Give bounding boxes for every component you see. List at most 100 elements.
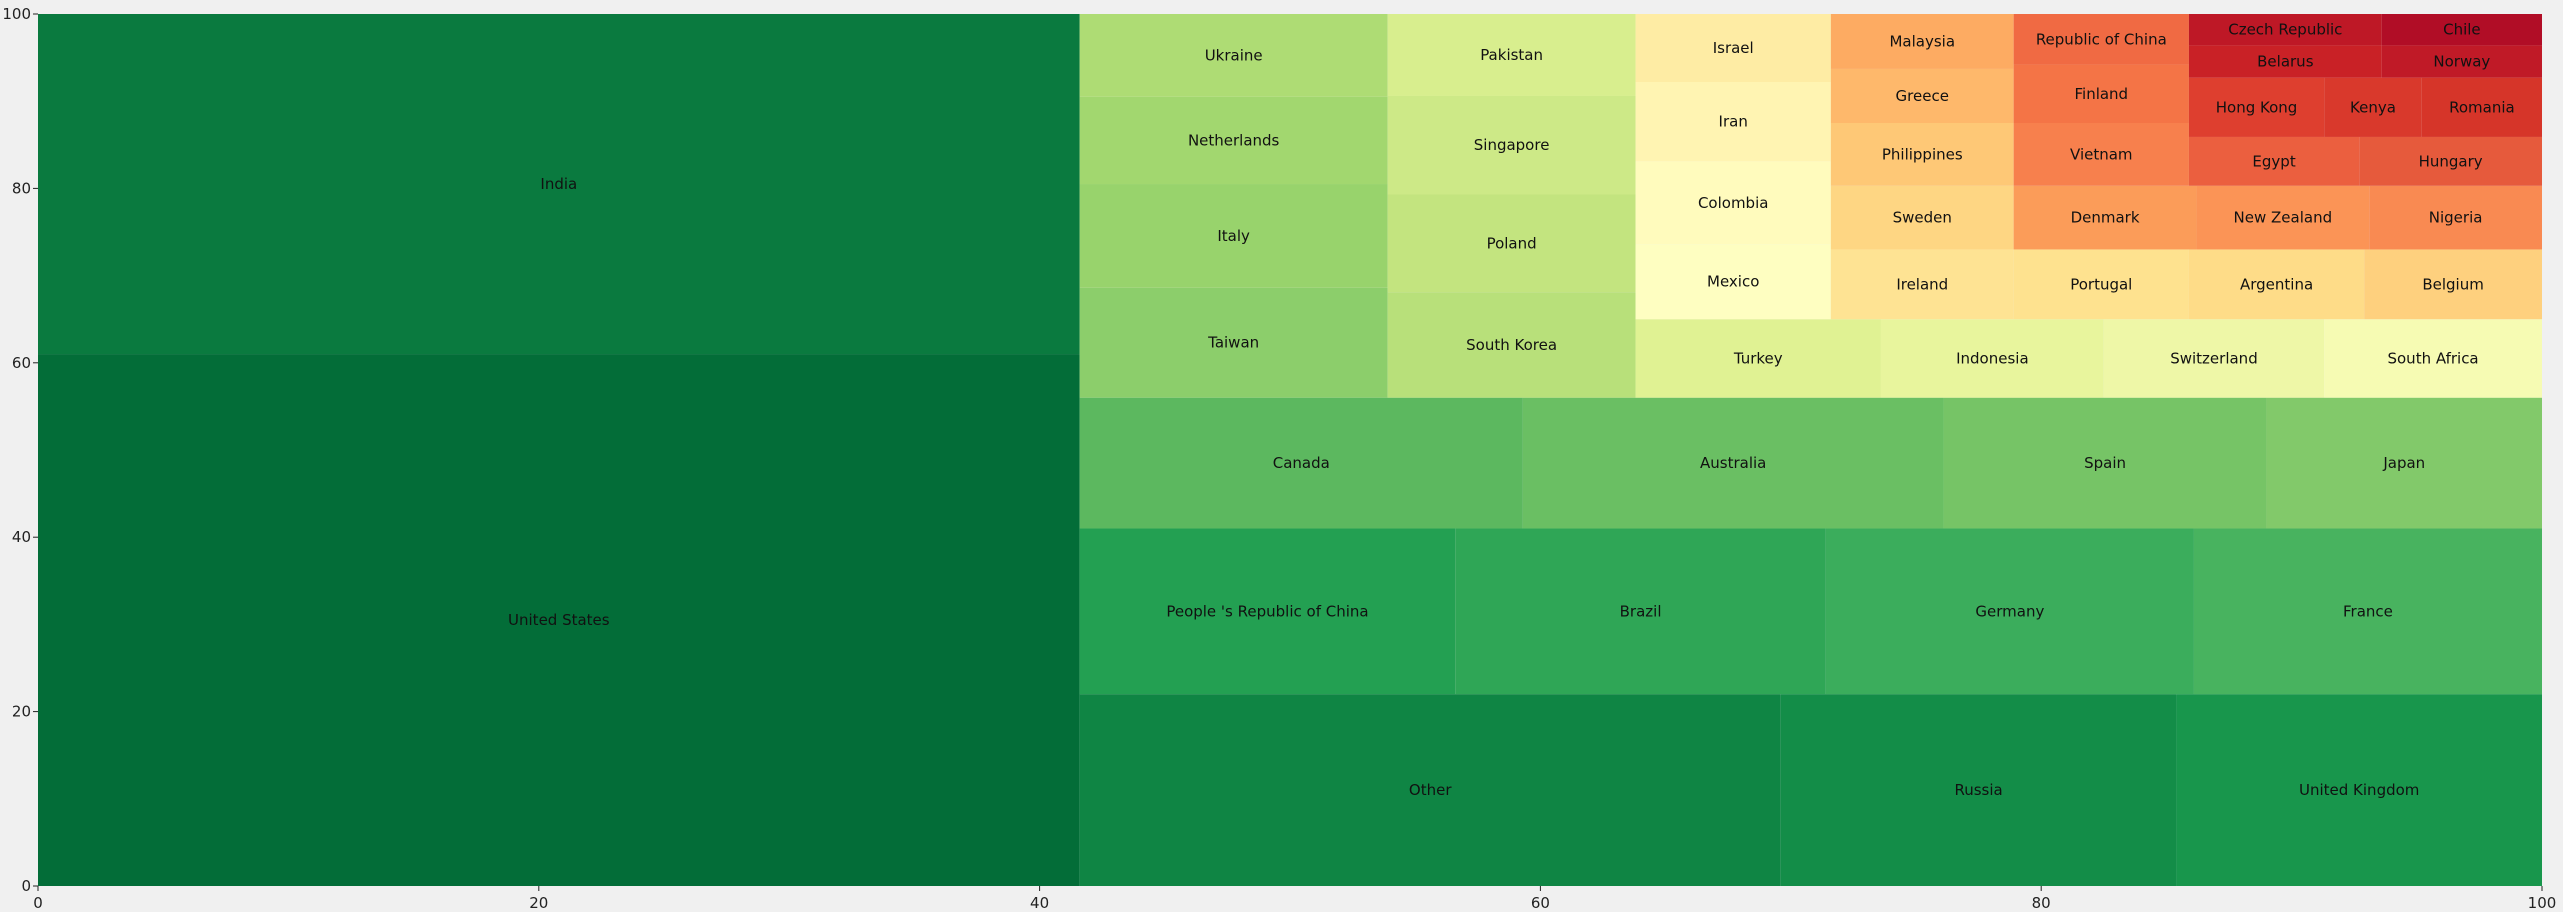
treemap-label-people-s-republic-of-china: People 's Republic of China [1166,602,1368,620]
treemap-cell-romania [2421,77,2542,137]
treemap-cell-united-kingdom [2176,694,2542,886]
treemap-label-france: France [2343,602,2393,620]
treemap-cell-spain [1943,397,2267,529]
treemap-cell-ukraine [1079,14,1388,97]
treemap-cell-vietnam [2013,123,2189,186]
y-tick-label: 60 [12,354,31,372]
axes: 0 20 40 60 80 100 0 20 40 60 80 100 [2,5,2556,912]
treemap-label-hong-kong: Hong Kong [2216,98,2298,116]
treemap-label-india: India [540,175,577,193]
treemap-cell-hong-kong [2188,77,2325,137]
treemap-cell-netherlands [1079,96,1388,185]
treemap-label-czech-republic: Czech Republic [2228,21,2342,39]
treemap-label-chile: Chile [2443,21,2481,39]
treemap-cell-new-zealand [2196,185,2370,250]
treemap-cell-egypt [2188,136,2360,186]
treemap-cell-iran [1635,82,1831,162]
treemap-cell-republic-of-china [2013,14,2189,65]
treemap-label-canada: Canada [1273,454,1330,472]
treemap-cell-belarus [2188,45,2382,78]
treemap-labels: United States India Other Russia United King… [508,21,2515,799]
treemap-cell-denmark [2013,185,2197,250]
x-tick-label: 60 [1531,894,1550,912]
y-tick-label: 80 [12,179,31,197]
treemap-label-united-states: United States [508,611,610,629]
treemap-cell-united-states [38,354,1080,887]
treemap-label-turkey: Turkey [1733,349,1783,367]
x-tick-label: 40 [1030,894,1049,912]
x-tick-label: 0 [33,894,43,912]
treemap-cell-turkey [1635,319,1881,398]
treemap-label-new-zealand: New Zealand [2234,209,2333,227]
treemap-label-indonesia: Indonesia [1956,349,2029,367]
treemap-label-hungary: Hungary [2419,152,2483,170]
treemap-label-south-korea: South Korea [1466,336,1557,354]
treemap-label-romania: Romania [2449,98,2515,116]
treemap-cell-greece [1830,68,2014,123]
x-tick-label: 100 [2528,894,2557,912]
treemap-cell-colombia [1635,161,1831,245]
treemap-cell-finland [2013,64,2189,123]
treemap-label-south-africa: South Africa [2387,349,2478,367]
treemap-cell-brazil [1455,528,1826,695]
treemap-label-sweden: Sweden [1893,209,1952,227]
treemap-label-taiwan: Taiwan [1207,334,1259,352]
treemap-cell-switzerland [2103,319,2325,398]
treemap-cell-nigeria [2369,185,2542,250]
treemap-cell-pakistan [1387,14,1636,96]
y-tick-label: 40 [12,528,31,546]
treemap-label-pakistan: Pakistan [1480,46,1543,64]
treemap-label-vietnam: Vietnam [2070,145,2133,163]
y-tick-label: 100 [2,5,31,23]
treemap-cell-poland [1387,194,1636,293]
treemap-cell-indonesia [1880,319,2104,398]
treemap-cell-singapore [1387,95,1636,195]
treemap-label-australia: Australia [1700,454,1766,472]
treemap-label-belgium: Belgium [2422,275,2484,293]
treemap-cell-sweden [1830,185,2014,250]
treemap-cell-south-africa [2324,319,2542,398]
treemap-label-israel: Israel [1713,39,1754,57]
treemap-label-spain: Spain [2084,454,2126,472]
treemap-cell-belgium [2364,249,2542,320]
treemap-cell-mexico [1635,244,1831,320]
treemap-cell-south-korea [1387,292,1636,398]
treemap-label-other: Other [1409,781,1452,799]
treemap-label-republic-of-china: Republic of China [2036,30,2167,48]
treemap-cell-argentina [2188,249,2365,320]
treemap-label-italy: Italy [1217,227,1250,245]
treemap-cell-germany [1825,528,2194,695]
treemap-cell-norway [2381,45,2542,78]
treemap-label-russia: Russia [1954,781,2002,799]
treemap-label-iran: Iran [1719,113,1748,131]
treemap-label-belarus: Belarus [2257,53,2314,71]
treemap-cell-portugal [2013,249,2189,320]
treemap-cell-japan [2266,397,2542,529]
treemap-label-united-kingdom: United Kingdom [2299,781,2419,799]
treemap-cell-canada [1079,397,1523,529]
treemap-cell-czech-republic [2188,14,2382,46]
treemap-label-netherlands: Netherlands [1188,131,1280,149]
treemap-label-germany: Germany [1975,602,2044,620]
treemap-cell-france [2193,528,2542,695]
treemap-cell-italy [1079,184,1388,288]
treemap-cell-ireland [1830,249,2014,320]
treemap-label-denmark: Denmark [2071,209,2140,227]
treemap-label-finland: Finland [2074,85,2128,103]
treemap-label-poland: Poland [1487,234,1537,252]
treemap-label-japan: Japan [2382,454,2425,472]
treemap-cells [38,14,2542,887]
treemap-label-nigeria: Nigeria [2429,209,2483,227]
treemap-label-switzerland: Switzerland [2170,349,2258,367]
treemap-label-egypt: Egypt [2252,152,2295,170]
treemap-label-ukraine: Ukraine [1205,46,1263,64]
treemap-cell-chile [2381,14,2542,46]
treemap-cell-india [38,14,1080,355]
treemap-cell-other [1079,694,1781,886]
treemap-label-brazil: Brazil [1620,602,1662,620]
treemap-label-philippines: Philippines [1882,145,1963,163]
treemap-label-kenya: Kenya [2350,98,2396,116]
treemap-label-greece: Greece [1896,87,1949,105]
treemap-label-mexico: Mexico [1707,273,1759,291]
